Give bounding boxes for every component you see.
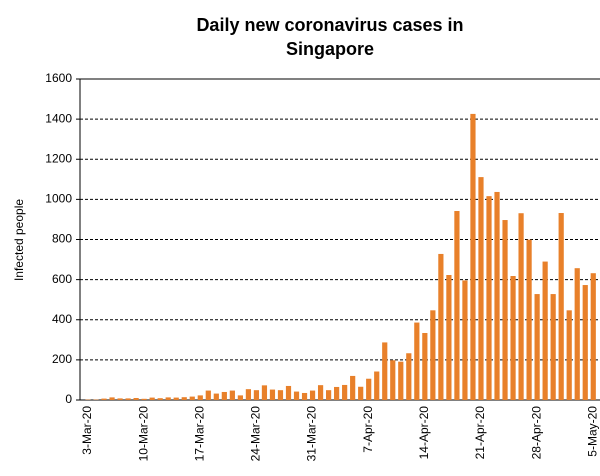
x-tick-label: 7-Apr-20 [361,406,375,453]
bar [390,360,396,400]
bar [101,398,107,400]
bar [205,390,211,400]
bar [317,385,324,400]
bar [454,211,460,400]
y-tick-label: 0 [65,392,72,406]
x-tick-label: 5-May-20 [585,406,599,457]
y-tick-label: 1600 [45,71,72,85]
bar [342,384,348,400]
bar [334,386,340,400]
y-tick-label: 200 [52,352,72,366]
bar [285,385,292,400]
bar [245,389,251,400]
bar [366,378,372,400]
bar [478,177,484,400]
bar [422,332,428,400]
bar [141,398,147,400]
y-tick-label: 800 [52,232,72,246]
bar [117,398,123,400]
bar [133,397,139,400]
bar [558,213,564,400]
bar [301,392,308,400]
bar [510,276,516,400]
chart-title: Daily new coronavirus cases in [196,15,463,35]
x-tick-label: 17-Mar-20 [192,406,206,462]
bar [470,113,476,400]
bar [526,239,532,400]
bar [237,395,243,400]
bar [229,390,235,400]
bar [582,285,588,400]
bar [269,389,276,400]
bar [398,361,404,400]
bar [350,375,356,400]
bar [109,397,115,400]
y-axis-label: Infected people [12,199,26,281]
bar [125,398,131,400]
x-tick-label: 28-Apr-20 [529,406,543,460]
bar [213,393,219,400]
bar [414,322,420,400]
x-tick-label: 31-Mar-20 [305,406,319,462]
bar [430,310,436,400]
bar [358,386,364,400]
bar [566,310,572,400]
bar [518,213,524,400]
x-tick-label: 3-Mar-20 [80,406,94,455]
chart-title: Singapore [286,39,374,59]
bar [326,390,332,400]
bar [293,391,300,400]
x-tick-label: 14-Apr-20 [417,406,431,460]
bar [462,280,468,400]
bar [502,220,508,400]
bar [534,294,540,400]
y-tick-label: 400 [52,312,72,326]
bar [438,253,444,400]
bar [197,395,203,400]
y-tick-label: 1200 [45,151,72,165]
bar [382,342,388,400]
bar [406,353,412,400]
bar [189,396,195,400]
bar [221,391,227,400]
bar [149,397,155,400]
bar [374,371,380,400]
plot-border [79,78,600,401]
bar [157,398,163,400]
bar [173,397,179,400]
x-tick-label: 24-Mar-20 [249,406,263,462]
bar [446,275,452,400]
bar [165,397,171,400]
y-tick-label: 1400 [45,111,72,125]
bar [277,390,284,400]
y-tick-label: 600 [52,272,72,286]
bar [494,191,500,400]
bar [486,196,492,400]
bar [309,390,316,400]
bar [181,397,187,400]
bar [590,273,596,400]
bar [550,294,556,400]
bar [574,268,580,400]
x-tick-label: 21-Apr-20 [473,406,487,460]
x-tick-label: 10-Mar-20 [136,406,150,462]
bar [542,261,548,400]
y-tick-label: 1000 [45,192,72,206]
bar [261,385,268,400]
bar [253,390,260,400]
